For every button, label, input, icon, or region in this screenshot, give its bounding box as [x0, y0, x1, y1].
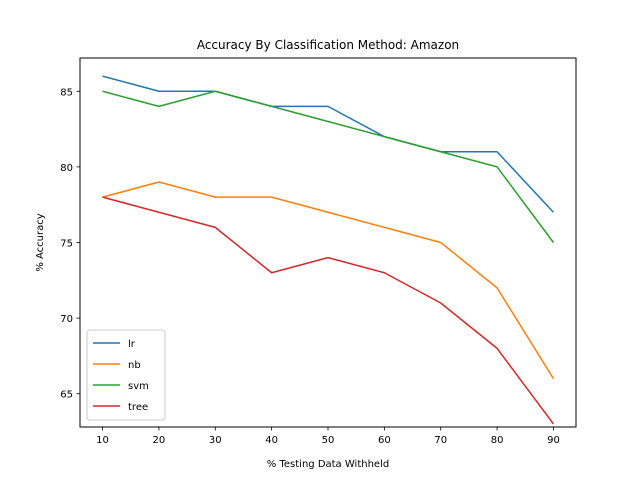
- legend-box: [86, 329, 166, 421]
- legend-label-svm: svm: [128, 381, 149, 392]
- legend-label-tree: tree: [128, 402, 148, 413]
- y-tick-label: 80: [60, 163, 73, 174]
- x-tick-label: 10: [96, 435, 109, 446]
- y-tick-label: 70: [60, 314, 73, 325]
- series-line-lr: [102, 75, 554, 213]
- x-tick-label: 80: [491, 435, 504, 446]
- series-line-tree: [102, 196, 555, 425]
- x-tick-label: 20: [153, 435, 166, 446]
- x-tick-label: 30: [209, 435, 222, 446]
- series-line-svm: [102, 90, 555, 243]
- series-line-nb: [102, 181, 555, 380]
- plot-frame: [79, 57, 577, 428]
- y-tick-label: 65: [60, 390, 73, 401]
- x-tick-label: 90: [547, 435, 560, 446]
- legend-label-nb: nb: [128, 360, 141, 371]
- y-tick-label: 85: [60, 87, 73, 98]
- x-tick-label: 70: [434, 435, 447, 446]
- x-tick-label: 50: [322, 435, 335, 446]
- y-axis-label: % Accuracy: [35, 213, 46, 271]
- chart-title: Accuracy By Classification Method: Amazo…: [197, 38, 459, 52]
- y-tick-label: 75: [60, 239, 73, 250]
- x-axis-label: % Testing Data Withheld: [267, 459, 389, 470]
- x-tick-label: 60: [378, 435, 391, 446]
- legend-label-lr: lr: [128, 339, 136, 350]
- x-tick-label: 40: [265, 435, 278, 446]
